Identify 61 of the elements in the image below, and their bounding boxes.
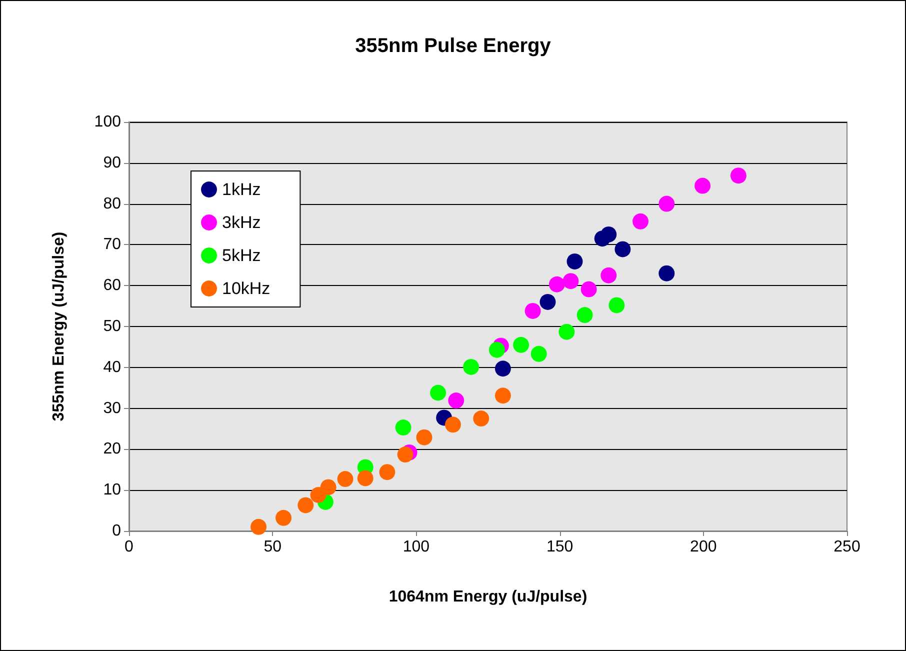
point <box>357 470 374 486</box>
y-tick-label: 100 <box>94 114 122 130</box>
point <box>416 429 432 446</box>
y-tick-label: 40 <box>103 358 122 376</box>
point <box>558 324 575 340</box>
y-tick-label: 10 <box>103 482 122 499</box>
point <box>694 178 711 194</box>
point <box>320 479 336 496</box>
point <box>494 360 511 377</box>
point <box>513 336 530 353</box>
point <box>566 253 583 270</box>
x-axis-title: 1064nm Energy (uJ/pulse) <box>388 588 588 606</box>
y-tick-label: 30 <box>103 400 122 417</box>
point <box>524 302 541 319</box>
legend-label: 3kHz <box>222 213 261 232</box>
point <box>430 384 446 401</box>
point <box>379 464 396 480</box>
point <box>600 226 617 242</box>
x-tick-label: 200 <box>690 538 717 556</box>
x-tick-label: 150 <box>546 538 574 556</box>
y-tick-label: 0 <box>112 522 122 540</box>
x-tick-label: 50 <box>264 538 282 556</box>
point <box>600 267 617 284</box>
point <box>444 416 461 433</box>
point <box>473 410 490 427</box>
point <box>540 294 556 310</box>
point <box>608 297 625 314</box>
point <box>448 392 464 409</box>
y-tick-label: 50 <box>103 318 122 335</box>
point <box>463 358 480 375</box>
point <box>632 213 649 230</box>
x-tick-label: 100 <box>402 538 430 556</box>
point <box>494 388 511 404</box>
chart-title: 355nm Pulse Energy <box>355 35 552 57</box>
y-tick-label: 80 <box>103 195 122 212</box>
point <box>614 241 631 258</box>
legend-label: 10kHz <box>222 279 270 298</box>
point <box>658 265 675 282</box>
point <box>580 281 597 298</box>
y-axis-title: 355nm Energy (uJ/pulse) <box>50 232 68 422</box>
point <box>337 471 354 488</box>
x-tick-label: 250 <box>834 538 860 556</box>
x-tick-label: 0 <box>124 538 134 556</box>
point <box>730 168 746 184</box>
point <box>530 346 547 362</box>
y-tick-label: 70 <box>103 236 122 254</box>
point <box>548 276 565 292</box>
y-tick-label: 60 <box>103 277 122 294</box>
y-tick-label: 90 <box>103 154 122 172</box>
point <box>395 420 412 436</box>
point <box>250 518 267 535</box>
point <box>276 510 292 526</box>
point <box>576 307 593 324</box>
y-tick-label: 20 <box>103 440 122 458</box>
point <box>488 342 505 358</box>
point <box>658 196 675 212</box>
legend-label: 1kHz <box>222 180 261 199</box>
point <box>397 446 414 463</box>
point <box>298 497 314 514</box>
legend-label: 5kHz <box>222 246 261 265</box>
point <box>562 273 579 290</box>
